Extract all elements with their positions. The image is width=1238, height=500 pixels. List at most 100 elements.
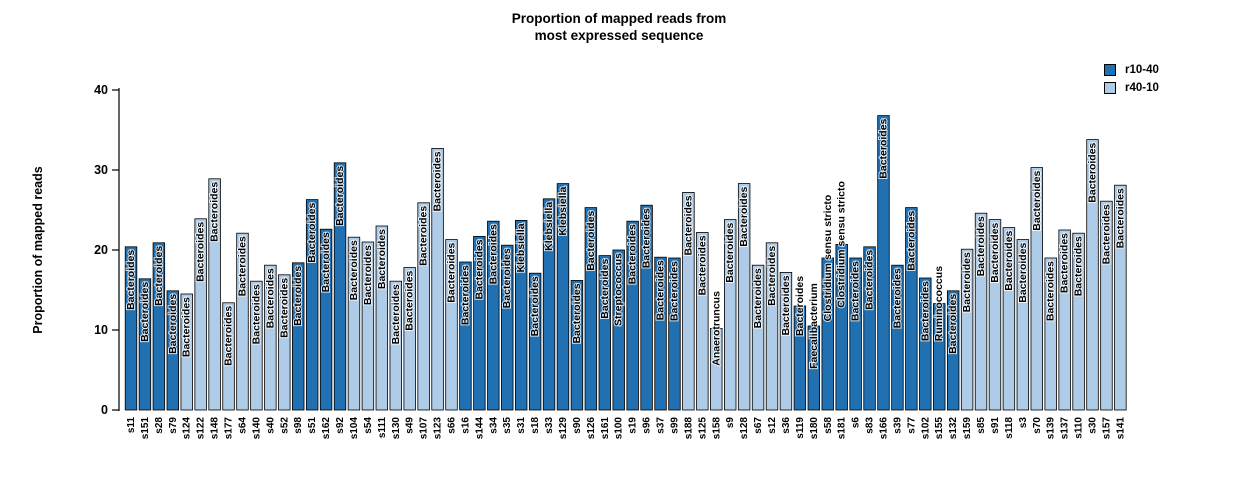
- x-tick-label-s96: s96: [642, 417, 653, 434]
- bar-s6: [849, 257, 862, 411]
- bar-label-s12: Bacteroides: [766, 246, 778, 306]
- bar-label-s39: Bacteroides: [891, 268, 903, 328]
- x-tick-label-s33: s33: [544, 417, 555, 434]
- bar-s107: [417, 202, 430, 411]
- x-tick-label-s151: s151: [140, 417, 151, 440]
- bar-label-s130: Bacteroides: [390, 284, 402, 344]
- chart-title-line2: most expressed sequence: [534, 27, 704, 43]
- bar-label-s16: Bacteroides: [459, 265, 471, 325]
- bar-s11: [124, 246, 138, 411]
- bar-s67: [751, 264, 765, 411]
- bar-s34: [487, 220, 500, 411]
- bar-label-s155: Ruminococcus: [933, 266, 945, 341]
- y-axis-title: Proportion of mapped reads: [31, 166, 45, 334]
- bar-label-s18: Bacteroides: [529, 276, 541, 336]
- x-tick-label-s83: s83: [865, 417, 876, 434]
- bar-s130: [389, 280, 402, 411]
- bar-label-s30: Bacteroides: [1087, 142, 1099, 202]
- bar-s54: [361, 241, 375, 411]
- x-tick-label-s166: s166: [878, 417, 889, 440]
- bar-s3: [1016, 239, 1030, 411]
- bar-label-s85: Bacteroides: [975, 216, 987, 276]
- bar-s181: [835, 243, 848, 411]
- x-tick-label-s161: s161: [600, 417, 611, 440]
- bar-s161: [598, 255, 611, 411]
- bar-s118: [1002, 227, 1016, 411]
- bar-s119: [793, 305, 807, 411]
- bar-s129: [556, 183, 570, 411]
- bar-s102: [919, 277, 932, 411]
- x-tick-label-s137: s137: [1060, 417, 1071, 440]
- bar-s92: [333, 162, 347, 411]
- bar-s126: [584, 207, 598, 411]
- x-tick-label-s37: s37: [656, 417, 667, 434]
- x-tick-label-s90: s90: [572, 417, 583, 434]
- x-tick-label-s52: s52: [279, 417, 290, 434]
- x-tick-label-s104: s104: [349, 417, 360, 440]
- x-tick-label-s158: s158: [711, 417, 722, 440]
- x-tick-label-s70: s70: [1032, 417, 1043, 434]
- legend-item-r40-10: r40-10: [1104, 79, 1159, 97]
- x-tick-label-s28: s28: [154, 417, 165, 434]
- bar-s77: [905, 207, 918, 411]
- x-tick-label-s18: s18: [530, 417, 541, 434]
- x-tick-label-s30: s30: [1088, 417, 1099, 434]
- x-tick-label-s40: s40: [265, 417, 276, 434]
- bar-s18: [528, 272, 542, 411]
- bar-label-s181: Clostridium sensu stricto: [836, 181, 848, 308]
- x-tick-label-s110: s110: [1074, 417, 1085, 439]
- x-tick-label-s9: s9: [725, 417, 736, 429]
- bar-label-s52: Bacteroides: [278, 278, 290, 338]
- x-tick-label-s129: s129: [558, 417, 569, 440]
- bar-s66: [445, 239, 458, 411]
- bar-label-s99: Bacteroides: [668, 261, 680, 321]
- x-tick-label-s67: s67: [753, 417, 764, 434]
- bar-label-s37: Bacteroides: [655, 260, 667, 320]
- bar-s124: [180, 293, 193, 411]
- legend-swatch-r10-40: [1104, 64, 1116, 76]
- x-tick-label-s177: s177: [224, 417, 235, 440]
- legend: r10-40 r40-10: [1104, 61, 1159, 97]
- x-tick-label-s141: s141: [1115, 417, 1126, 440]
- bar-label-s118: Bacteroides: [1003, 230, 1015, 290]
- chart-title: Proportion of mapped reads from most exp…: [0, 11, 1238, 44]
- bar-label-s126: Bacteroides: [585, 210, 597, 270]
- bar-label-s119: Bacteroides: [794, 276, 806, 336]
- bar-label-s110: Bacteroides: [1073, 236, 1085, 296]
- bar-label-s125: Bacteroides: [696, 235, 708, 295]
- bar-s98: [292, 262, 305, 411]
- x-tick-label-s31: s31: [516, 417, 527, 434]
- y-tick-label: 30: [94, 163, 108, 177]
- bar-s90: [570, 279, 584, 411]
- bar-label-s36: Bacteroides: [780, 275, 792, 335]
- bar-label-s132: Bacteroides: [947, 294, 959, 354]
- x-tick-label-s34: s34: [488, 417, 499, 434]
- bar-s144: [473, 235, 486, 411]
- bar-label-s79: Bacteroides: [167, 294, 179, 354]
- x-tick-label-s58: s58: [823, 417, 834, 434]
- x-tick-label-s139: s139: [1046, 417, 1057, 440]
- bar-s51: [305, 199, 319, 411]
- x-tick-label-s49: s49: [405, 417, 416, 434]
- bar-s30: [1086, 139, 1099, 411]
- x-tick-label-s130: s130: [391, 417, 402, 440]
- bar-label-s123: Bacteroides: [432, 151, 444, 211]
- bar-label-s9: Bacteroides: [724, 222, 736, 282]
- bar-s188: [682, 191, 695, 411]
- bar-s35: [501, 244, 514, 411]
- x-tick-label-s180: s180: [809, 417, 820, 440]
- bar-s49: [403, 267, 416, 411]
- x-tick-label-s162: s162: [321, 417, 332, 440]
- x-tick-label-s102: s102: [920, 417, 931, 440]
- bar-label-s3: Bacteroides: [1017, 242, 1029, 302]
- bar-label-s54: Bacteroides: [362, 245, 374, 305]
- x-tick-label-s144: s144: [474, 417, 485, 440]
- x-tick-label-s39: s39: [892, 417, 903, 434]
- bar-s166: [877, 115, 890, 411]
- bar-label-s161: Bacteroides: [599, 258, 611, 318]
- x-tick-label-s66: s66: [447, 417, 458, 434]
- bar-label-s31: Klebsiella: [515, 223, 527, 272]
- bar-label-s104: Bacteroides: [348, 240, 360, 300]
- legend-item-r10-40: r10-40: [1104, 61, 1159, 79]
